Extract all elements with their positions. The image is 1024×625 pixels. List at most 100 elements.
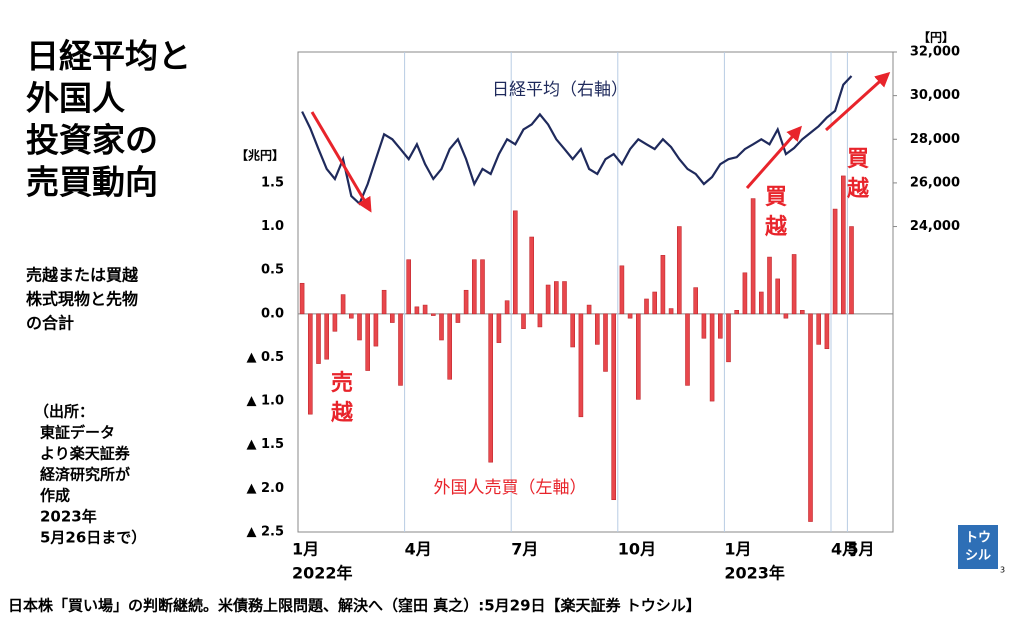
logo <box>958 525 998 569</box>
line <box>301 75 853 206</box>
title: 日経平均と <box>26 37 191 76</box>
bar <box>808 313 813 522</box>
bar <box>799 310 805 315</box>
bar <box>307 313 313 415</box>
bar <box>644 298 649 315</box>
source: 5月26日まで） <box>40 529 146 547</box>
annotation: 買越 <box>764 185 788 240</box>
bar <box>529 236 535 315</box>
source: より楽天証券 <box>40 445 131 463</box>
bar <box>488 313 494 463</box>
bar <box>430 313 436 316</box>
bar <box>455 313 461 323</box>
bar <box>537 313 543 328</box>
bar <box>816 313 822 345</box>
source: 東証データ <box>40 424 115 442</box>
bar <box>840 175 846 315</box>
bar <box>398 313 403 386</box>
arrow <box>310 111 372 213</box>
bar <box>734 310 740 315</box>
y2-tick-label: 30,000 <box>910 88 960 103</box>
bar <box>611 313 617 501</box>
source: 作成 <box>40 487 70 505</box>
bar <box>414 306 420 315</box>
bar <box>389 313 395 323</box>
bar <box>693 287 699 315</box>
bar <box>340 294 346 315</box>
plot-frame <box>297 51 894 533</box>
bar <box>742 272 748 315</box>
bar <box>783 313 789 319</box>
y-tick-label: 0.5 <box>261 263 284 278</box>
bar <box>381 289 387 315</box>
bar <box>586 304 592 315</box>
note: 株式現物と先物 <box>26 290 138 309</box>
bar <box>701 313 707 339</box>
y-tick-label: ▲ 1.5 <box>246 437 284 452</box>
bar <box>619 265 625 315</box>
bar <box>545 284 551 315</box>
arrow <box>824 71 891 132</box>
source: 経済研究所が <box>40 466 131 484</box>
x-tick-label: 1月 <box>292 540 319 559</box>
bar <box>726 313 731 363</box>
x-tick-label: 4月 <box>831 540 858 559</box>
x-tick-label: 7月 <box>511 540 538 559</box>
annotation: 売越 <box>330 370 354 426</box>
bar <box>685 313 690 386</box>
bar <box>832 208 838 315</box>
y-tick-label: 1.0 <box>261 219 284 234</box>
bar <box>660 255 666 315</box>
arrow <box>745 125 802 189</box>
bar <box>668 308 674 315</box>
x-year-label: 2023年 <box>724 564 785 583</box>
bar <box>652 291 658 315</box>
y-tick-label: 1.5 <box>261 175 284 190</box>
bar <box>570 313 576 348</box>
y-tick-label: ▲ 0.5 <box>246 350 284 365</box>
bar <box>316 313 321 364</box>
bar <box>504 300 510 315</box>
source: 2023年 <box>40 508 97 526</box>
bar <box>373 313 379 347</box>
page-number: 3 <box>1000 566 1005 575</box>
bar <box>767 256 772 315</box>
bar <box>578 313 584 418</box>
title: 投資家の <box>26 121 158 160</box>
bar <box>299 282 305 315</box>
bar <box>824 313 830 350</box>
logo-text: シル <box>965 549 991 564</box>
bar <box>422 304 428 315</box>
y-tick-label: ▲ 1.0 <box>246 394 284 409</box>
y2-tick-label: 24,000 <box>910 219 960 234</box>
bar <box>512 210 518 315</box>
series-label: 外国人売買（左軸） <box>434 478 587 498</box>
bar <box>553 281 559 315</box>
bar <box>676 226 682 315</box>
series-label: 日経平均（右軸） <box>492 80 628 100</box>
bar <box>594 313 600 345</box>
bar <box>447 313 453 380</box>
bar <box>365 313 371 371</box>
x-year-label: 2022年 <box>292 564 353 583</box>
bar <box>562 281 567 315</box>
bar <box>348 313 354 319</box>
x-tick-label: 5月 <box>847 540 874 559</box>
footer-caption: 日本株「買い場」の判断継続。米債務上限問題、解決へ（窪田 真之）:5月29日【楽… <box>8 597 701 615</box>
y-tick-label: 0.0 <box>261 306 284 321</box>
x-tick-label: 1月 <box>724 540 751 559</box>
y-unit: 【兆円】 <box>236 148 284 163</box>
bar <box>463 289 469 315</box>
x-tick-label: 10月 <box>618 540 656 559</box>
note: 売越または買越 <box>26 266 139 285</box>
bar <box>791 254 797 315</box>
bar <box>471 259 477 315</box>
bar <box>324 313 330 360</box>
bar <box>406 259 412 315</box>
bar <box>603 313 608 372</box>
y-tick-label: ▲ 2.5 <box>246 525 284 540</box>
bar <box>635 313 641 400</box>
bar <box>775 278 781 315</box>
source: （出所： <box>34 403 94 421</box>
